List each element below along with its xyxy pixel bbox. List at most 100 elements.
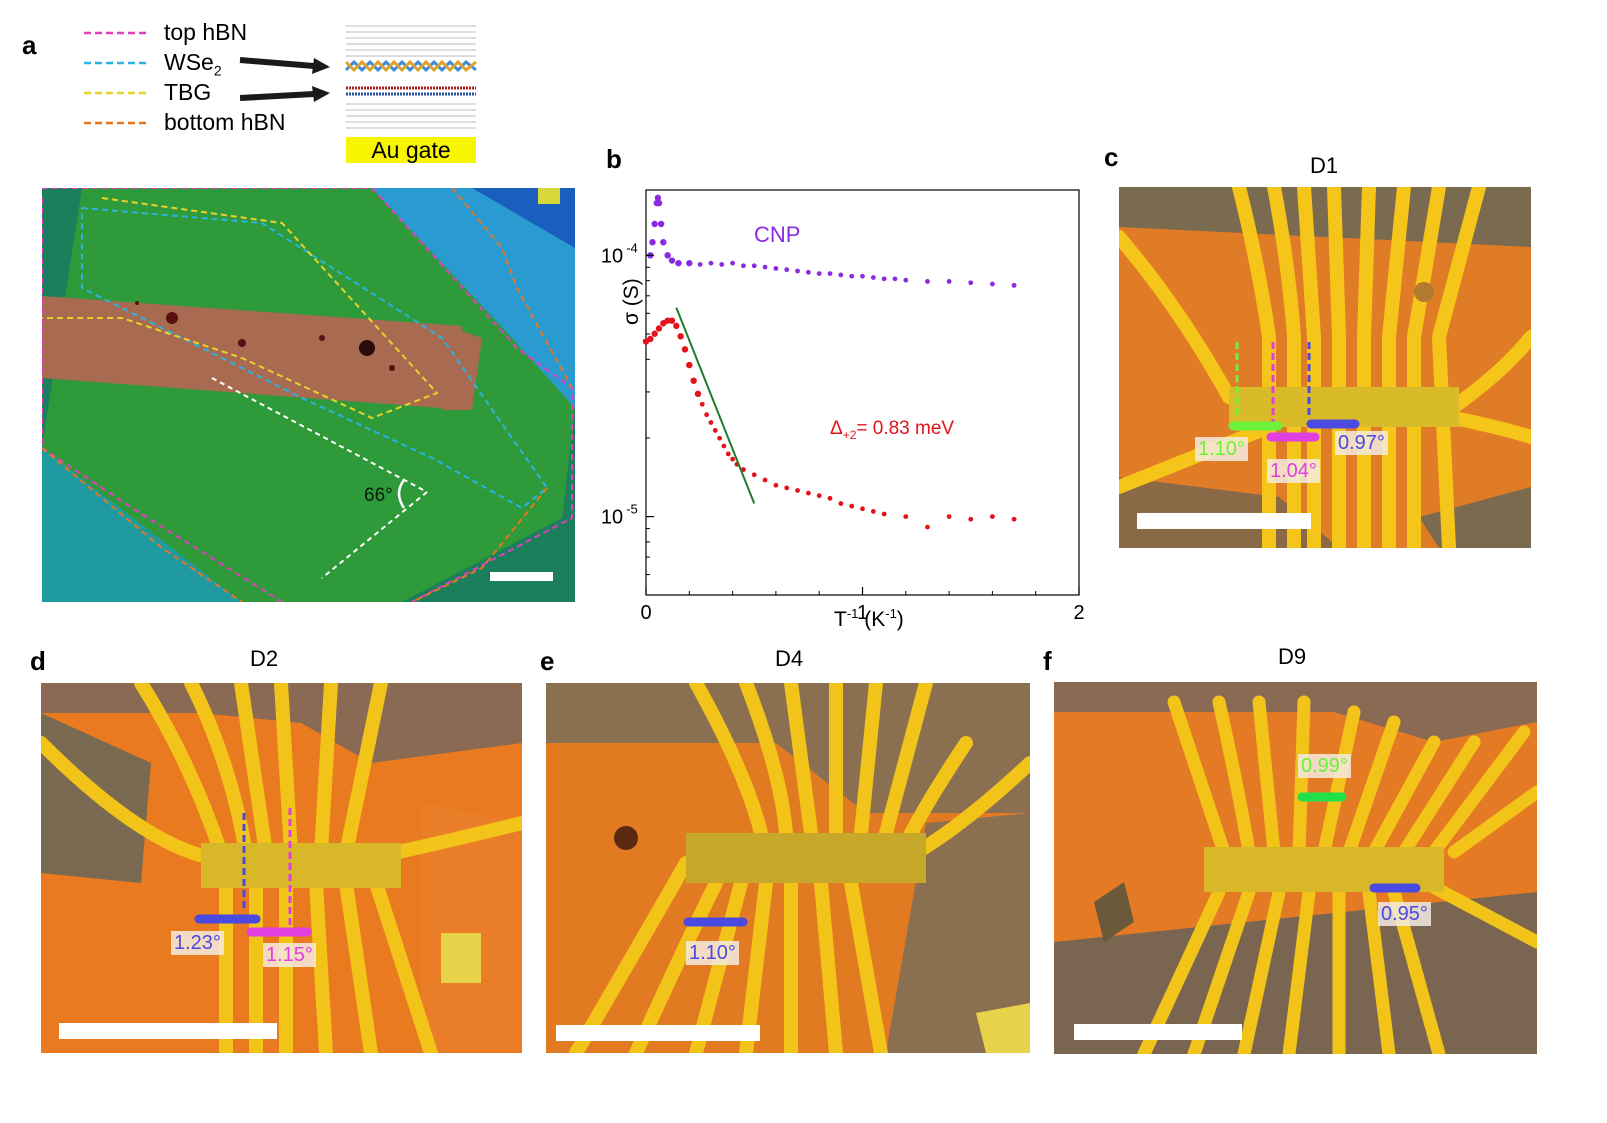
- panel-c-label-3: 0.97°: [1335, 431, 1388, 455]
- panel-letter-c: c: [1104, 142, 1119, 172]
- panel-d-image: 1.23° 1.15°: [41, 683, 522, 1053]
- y-axis-label: σ (S): [620, 278, 643, 325]
- x-axis-label-unit: (K: [858, 608, 886, 631]
- legend-wse2-sub: 2: [213, 62, 222, 79]
- wse2-layer-art: [344, 59, 477, 73]
- au-gate-block: [346, 137, 476, 163]
- panel-d-title: D2: [250, 646, 279, 671]
- cnp-point-32: [925, 279, 930, 284]
- gap-point-14: [704, 412, 710, 418]
- au-gate-label: Au gate: [371, 137, 451, 163]
- legend-bottom-hbn: bottom hBN: [164, 109, 286, 135]
- cnp-point-33: [946, 279, 952, 284]
- gap-point-16: [712, 427, 718, 433]
- x-axis-label-unit-sup: -1: [885, 606, 897, 621]
- panel-letter-b: b: [606, 144, 622, 174]
- cnp-point-10: [675, 259, 682, 267]
- panel-d-label-1: 1.23°: [171, 931, 224, 955]
- cnp-series: [647, 194, 1017, 288]
- x-ticks: 0 1 2: [640, 587, 1085, 624]
- bottom-hbn-layers: [346, 103, 476, 129]
- gap-point-36: [903, 514, 909, 520]
- y-ticks: 10-410-5: [601, 240, 654, 576]
- panel-e-label-1: 1.10°: [686, 941, 739, 965]
- y-tick-label-0: 10: [601, 245, 623, 267]
- gap-point-25: [773, 482, 779, 488]
- cnp-point-22: [805, 269, 811, 275]
- gap-point-31: [838, 501, 844, 506]
- gap-prefix: Δ: [830, 418, 843, 439]
- panel-letter-e: e: [540, 646, 555, 676]
- cnp-point-34: [968, 280, 974, 286]
- cnp-point-2: [651, 220, 658, 228]
- cnp-point-25: [838, 272, 844, 278]
- scale-bar-e: [556, 1025, 760, 1041]
- gap-point-10: [686, 361, 693, 369]
- gap-point-33: [860, 506, 865, 512]
- gap-point-30: [827, 495, 833, 501]
- panel-c-label-2: 1.04°: [1267, 459, 1320, 483]
- gap-point-38: [946, 514, 952, 520]
- gap-point-13: [699, 401, 705, 407]
- cnp-point-11: [686, 259, 693, 267]
- gap-point-17: [717, 435, 723, 441]
- panel-c-label-1: 1.10°: [1195, 437, 1248, 461]
- gap-point-2: [651, 330, 658, 337]
- gap-point-27: [795, 488, 800, 493]
- arrow-tbg-icon: [239, 91, 315, 101]
- arrow-wse2-icon: [239, 57, 315, 69]
- cnp-point-12: [697, 262, 703, 267]
- cnp-point-4: [654, 194, 662, 202]
- gap-point-41: [1011, 516, 1017, 522]
- cnp-point-18: [762, 264, 768, 270]
- x-tick-label-1: 1: [857, 602, 868, 624]
- panel-a-image: 66°: [42, 188, 575, 602]
- cnp-point-1: [649, 239, 656, 246]
- cnp-point-14: [719, 262, 725, 267]
- cnp-point-15: [730, 260, 735, 266]
- gap-point-23: [751, 472, 757, 478]
- panel-letter-d: d: [30, 646, 46, 676]
- panel-d-label-2: 1.15°: [263, 943, 316, 967]
- x-axis-label: T-1 (K-1): [834, 606, 904, 632]
- y-tick-label-1: 10: [601, 507, 623, 529]
- gap-point-29: [816, 493, 822, 499]
- gap-point-8: [677, 333, 684, 340]
- tbg-layer-art: [346, 86, 476, 96]
- legend-wse2: WSe2: [164, 49, 222, 79]
- cnp-point-20: [784, 267, 790, 273]
- gap-point-28: [805, 490, 811, 496]
- cnp-point-17: [751, 263, 757, 269]
- gap-point-9: [681, 346, 689, 353]
- gap-point-37: [925, 524, 930, 530]
- gap-annotation: Δ+2= 0.83 meV: [830, 418, 954, 442]
- cnp-point-19: [773, 265, 779, 271]
- cnp-point-29: [881, 276, 887, 282]
- panel-f-label-1: 0.99°: [1298, 754, 1351, 778]
- cnp-point-27: [860, 273, 865, 279]
- gap-point-12: [694, 390, 702, 398]
- x-tick-label-2: 2: [1073, 602, 1084, 624]
- gap-point-34: [870, 508, 876, 514]
- gap-point-6: [668, 317, 676, 324]
- fit-line: [675, 307, 756, 504]
- cnp-point-31: [903, 277, 909, 283]
- cnp-point-5: [655, 199, 663, 207]
- x-axis-label-base: T: [834, 608, 847, 631]
- panel-letter-a: a: [22, 30, 37, 60]
- gap-point-3: [655, 325, 663, 332]
- cnp-point-28: [870, 275, 876, 280]
- cnp-annotation: CNP: [754, 222, 801, 247]
- panel-f-image: 0.99° 0.95°: [1054, 682, 1537, 1054]
- y-tick-exponent-0: -4: [626, 240, 638, 255]
- panel-letter-f: f: [1043, 646, 1052, 676]
- cnp-point-36: [1011, 282, 1017, 288]
- gap-point-18: [721, 443, 727, 449]
- cnp-point-30: [892, 276, 898, 282]
- gap-point-26: [784, 485, 790, 491]
- gap-point-40: [990, 514, 995, 520]
- x-tick-label-0: 0: [640, 602, 651, 624]
- scale-bar-f: [1074, 1024, 1242, 1040]
- cnp-point-16: [741, 263, 746, 269]
- gap-point-19: [725, 451, 731, 457]
